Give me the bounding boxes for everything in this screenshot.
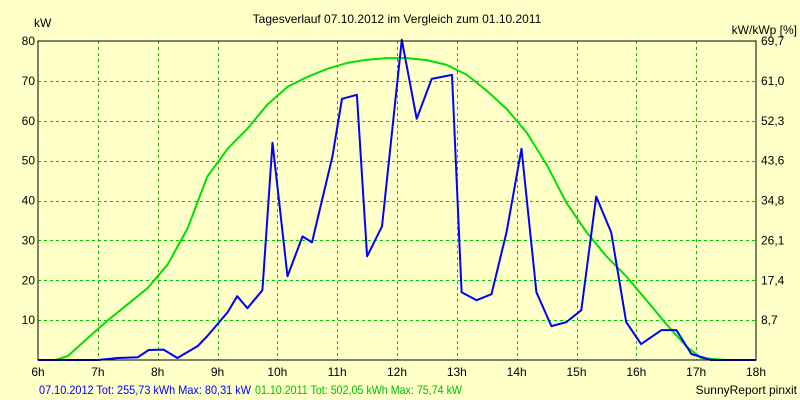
x-tick: 15h xyxy=(566,365,586,379)
axis-labels: 10 8,7 20 17,4 30 26,1 40 34,8 50 43,6 60 52,3 70 61,… xyxy=(22,34,785,379)
chart-title: Tagesverlauf 07.10.2012 im Vergleich zum… xyxy=(253,12,542,26)
y-tick-right: 34,8 xyxy=(761,194,785,208)
series-line-07-10-2012 xyxy=(38,38,756,361)
x-tick: 11h xyxy=(328,365,347,379)
footer-series2-summary: 01.10.2011 Tot: 502,05 kWh Max: 75,74 kW xyxy=(255,383,463,397)
y-tick-right: 8,7 xyxy=(761,313,778,327)
y-tick-right: 69,7 xyxy=(761,34,785,48)
plot-frame xyxy=(37,40,757,361)
x-tick: 16h xyxy=(626,365,646,379)
y-tick-left: 70 xyxy=(22,74,36,88)
x-tick: 18h xyxy=(746,365,766,379)
x-tick: 10h xyxy=(267,365,287,379)
y-tick-left: 50 xyxy=(22,154,36,168)
grid xyxy=(38,41,756,360)
y-tick-right: 43,6 xyxy=(761,154,785,168)
y-tick-left: 40 xyxy=(22,194,36,208)
x-tick: 8h xyxy=(151,365,164,379)
x-tick: 12h xyxy=(387,365,407,379)
y-tick-left: 10 xyxy=(22,313,36,327)
x-tick: 14h xyxy=(507,365,527,379)
x-tick: 9h xyxy=(211,365,224,379)
x-tick: 6h xyxy=(31,365,44,379)
y-tick-right: 52,3 xyxy=(761,114,785,128)
x-tick: 7h xyxy=(91,365,104,379)
series-layer xyxy=(38,38,756,361)
footer-credit: SunnyReport pinxit xyxy=(696,383,798,397)
y-tick-left: 80 xyxy=(22,34,36,48)
y-tick-right: 26,1 xyxy=(761,233,785,247)
x-tick: 13h xyxy=(447,365,467,379)
y-tick-right: 17,4 xyxy=(761,273,785,287)
series-line-01-10-2011 xyxy=(38,57,756,361)
y-tick-left: 20 xyxy=(22,273,36,287)
x-tick: 17h xyxy=(686,365,706,379)
y-tick-right: 61,0 xyxy=(761,74,785,88)
y-axis-left-label: kW xyxy=(34,16,52,30)
footer-series1-summary: 07.10.2012 Tot: 255,73 kWh Max: 80,31 kW xyxy=(39,383,252,397)
y-tick-left: 60 xyxy=(22,114,36,128)
y-tick-left: 30 xyxy=(22,233,36,247)
y-axis-right-label: kW/kWp [%] xyxy=(732,23,797,37)
